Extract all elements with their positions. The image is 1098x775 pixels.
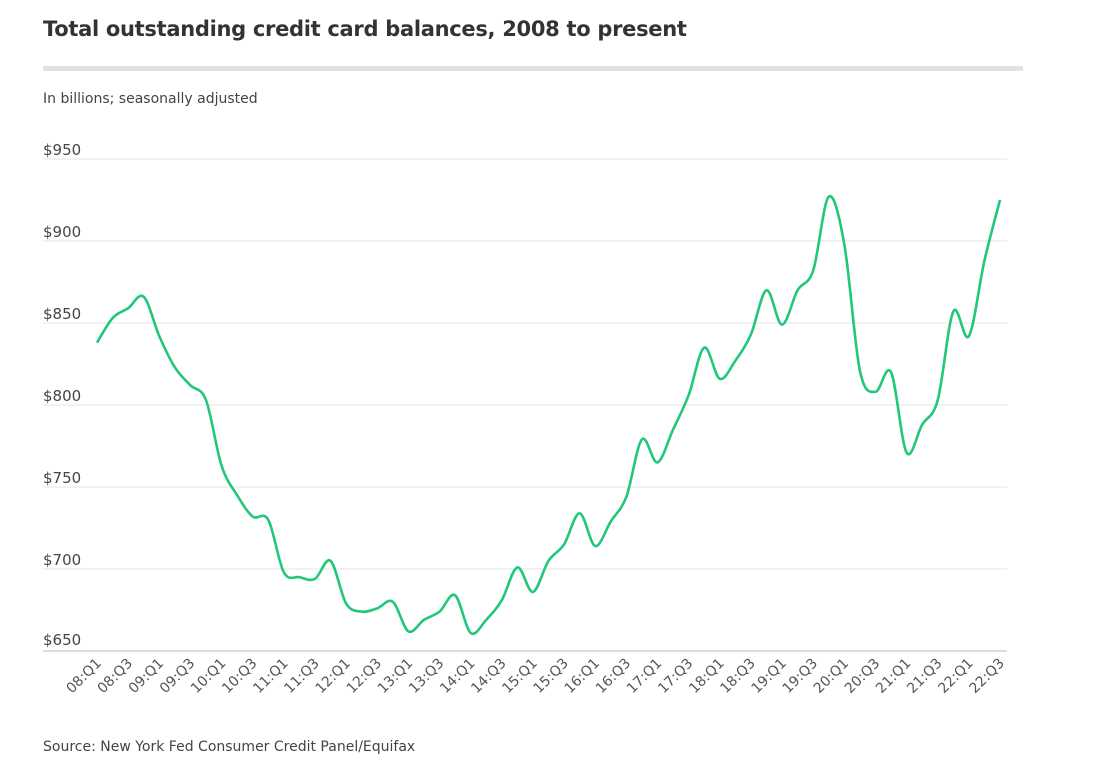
y-axis-ticks: $650 $700 $750 $800 $850 $900 $950 [43, 141, 81, 649]
y-tick-label: $850 [43, 305, 81, 323]
x-axis-ticks: 08:Q108:Q309:Q109:Q310:Q110:Q311:Q111:Q3… [63, 656, 1007, 697]
series-line-0 [95, 195, 1002, 636]
source-note: Source: New York Fed Consumer Credit Pan… [43, 739, 416, 755]
y-tick-label: $650 [43, 631, 81, 649]
title-divider [43, 66, 1023, 71]
y-tick-label: $950 [43, 141, 81, 159]
x-tick-label: 22:Q3 [966, 656, 1007, 697]
gridlines [43, 158, 1007, 652]
series-lines [95, 195, 1002, 636]
y-tick-label: $900 [43, 223, 81, 241]
y-tick-label: $700 [43, 551, 81, 569]
chart-subtitle: In billions; seasonally adjusted [43, 91, 258, 107]
chart-title: Total outstanding credit card balances, … [43, 17, 687, 41]
y-tick-label: $800 [43, 387, 81, 405]
y-tick-label: $750 [43, 469, 81, 487]
